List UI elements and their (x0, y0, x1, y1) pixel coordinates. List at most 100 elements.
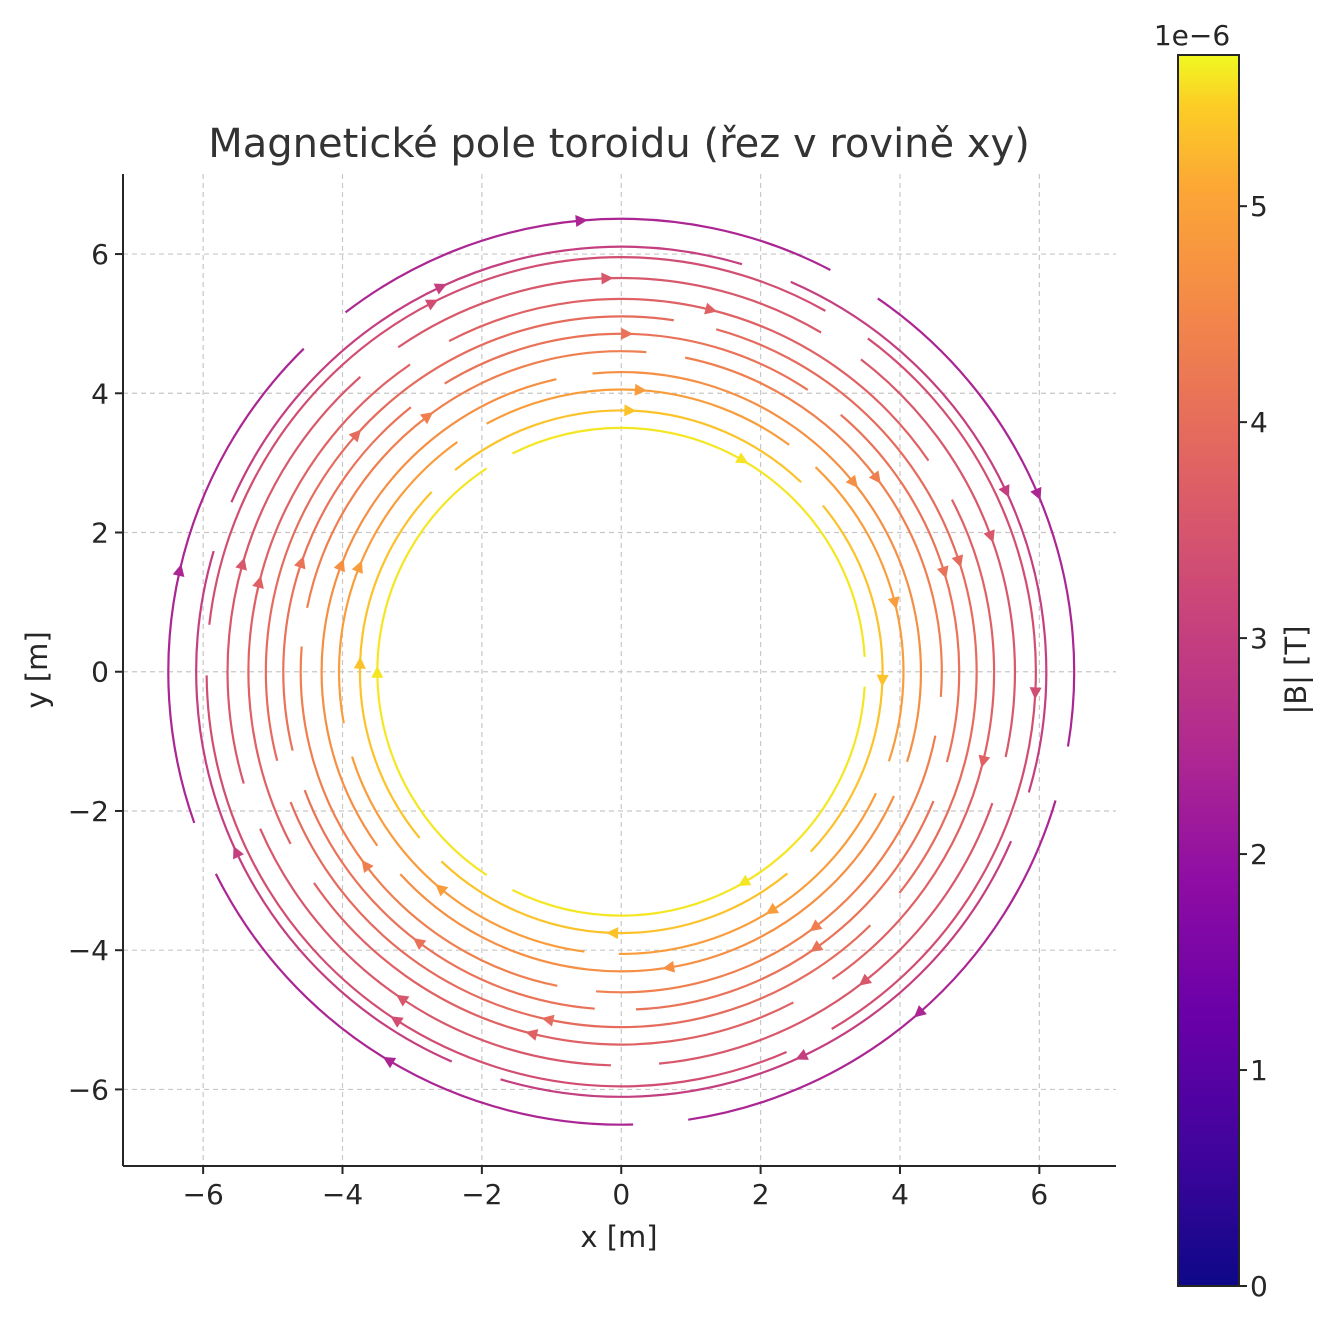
flow-arrow (734, 452, 749, 464)
streamline (353, 404, 889, 940)
flow-arrow (810, 940, 824, 953)
colorbar-tick-label: 5 (1250, 190, 1268, 223)
flow-arrow (998, 484, 1010, 498)
flow-arrow (433, 283, 448, 295)
streamline (371, 426, 866, 917)
flow-arrow (601, 272, 614, 285)
y-tick-label: 0 (91, 656, 109, 689)
y-tick-label: −6 (68, 1073, 109, 1106)
x-tick-label: −6 (182, 1178, 223, 1211)
colorbar-tick-label: 4 (1250, 406, 1268, 439)
streamline (282, 327, 961, 1011)
flow-arrow (662, 960, 675, 973)
flow-arrow (795, 1049, 809, 1060)
x-tick-label: −2 (461, 1178, 502, 1211)
colorbar-tick-label: 1 (1250, 1054, 1268, 1087)
streamline (264, 315, 978, 1029)
y-tick-label: −2 (68, 795, 109, 828)
flow-arrow (235, 557, 247, 571)
flow-arrow (634, 383, 647, 396)
x-tick-label: 4 (891, 1178, 909, 1211)
colorbar-multiplier: 1e−6 (1154, 19, 1230, 52)
flow-arrow (435, 884, 449, 897)
colorbar-label: |B| [T] (1279, 626, 1313, 715)
colorbar-tick-label: 2 (1250, 838, 1268, 871)
streamline (205, 256, 1042, 1088)
colorbar-tick-label: 0 (1250, 1270, 1268, 1303)
streamlines (167, 215, 1076, 1126)
flow-arrow (913, 1005, 927, 1018)
x-ticks: −6 −4 −2 0 2 4 6 (182, 1166, 1048, 1211)
flow-arrow (809, 919, 823, 932)
flow-arrow (333, 558, 345, 573)
flow-arrow (294, 556, 306, 570)
streamline (299, 350, 943, 994)
flow-arrow (978, 754, 991, 768)
x-tick-label: 2 (752, 1178, 770, 1211)
y-axis-label: y [m] (20, 631, 54, 708)
chart-title: Magnetické pole toroidu (řez v rovině xy… (208, 121, 1030, 167)
flow-arrow (765, 902, 780, 915)
streamline-segment (337, 441, 458, 724)
flow-arrow (1030, 486, 1042, 501)
flow-arrow (983, 529, 995, 543)
x-tick-label: 0 (612, 1178, 630, 1211)
flow-arrow (876, 674, 889, 687)
streamline-segment (226, 376, 362, 784)
colorbar-ticks: 0 1 2 3 4 5 (1239, 190, 1268, 1303)
flow-arrow (233, 845, 244, 860)
axes-spines (122, 174, 1116, 1167)
x-axis-label: x [m] (580, 1220, 657, 1254)
y-ticks: −6 −4 −2 0 2 4 6 (68, 238, 123, 1106)
y-tick-label: 2 (91, 517, 109, 550)
flow-arrow (348, 429, 362, 443)
flow-arrow (868, 470, 881, 484)
flow-arrow (252, 575, 264, 589)
flow-arrow (396, 994, 410, 1007)
flow-arrow (371, 665, 384, 678)
flow-arrow (936, 565, 949, 579)
flow-arrow (424, 299, 439, 311)
streamline-segment (831, 337, 1037, 1030)
flow-arrow (172, 564, 185, 578)
flow-arrow (541, 1014, 555, 1027)
y-tick-label: 4 (91, 377, 109, 410)
flow-arrow (353, 656, 366, 669)
flow-arrow (390, 1016, 404, 1028)
colorbar-tick-label: 3 (1250, 622, 1268, 655)
y-tick-label: 6 (91, 238, 109, 271)
flow-arrow (361, 859, 374, 874)
flow-arrow (951, 554, 964, 568)
streamline (167, 215, 1076, 1126)
streamline-segment (511, 426, 866, 657)
colorbar: 0 1 2 3 4 5 1e−6 |B| [T] (1154, 19, 1313, 1303)
streamline-segment (205, 675, 788, 1088)
flow-arrow (606, 927, 619, 940)
flow-arrow (575, 215, 588, 228)
flow-arrow (1029, 687, 1042, 700)
flow-arrow (845, 474, 858, 488)
streamline-segment (688, 800, 1057, 1121)
y-tick-label: −4 (68, 934, 109, 967)
streamline (195, 245, 1048, 1098)
flow-arrow (382, 1056, 397, 1069)
x-tick-label: 6 (1030, 1178, 1048, 1211)
flow-arrow (887, 596, 900, 610)
streamline-segment (635, 800, 935, 1011)
flow-arrow (621, 327, 634, 340)
colorbar-gradient (1177, 54, 1240, 1287)
streamline (320, 370, 922, 973)
flow-arrow (419, 412, 434, 425)
streamline (337, 383, 905, 956)
streamline-segment (289, 801, 872, 1029)
flow-arrow (525, 1029, 539, 1041)
streamline (247, 297, 996, 1046)
streamline-segment (264, 315, 674, 761)
flow-arrow (413, 938, 427, 951)
streamline (226, 272, 1017, 1067)
flow-arrow (737, 874, 752, 886)
streamline-segment (592, 370, 922, 763)
flow-arrow (351, 560, 363, 574)
grid (123, 174, 1116, 1166)
